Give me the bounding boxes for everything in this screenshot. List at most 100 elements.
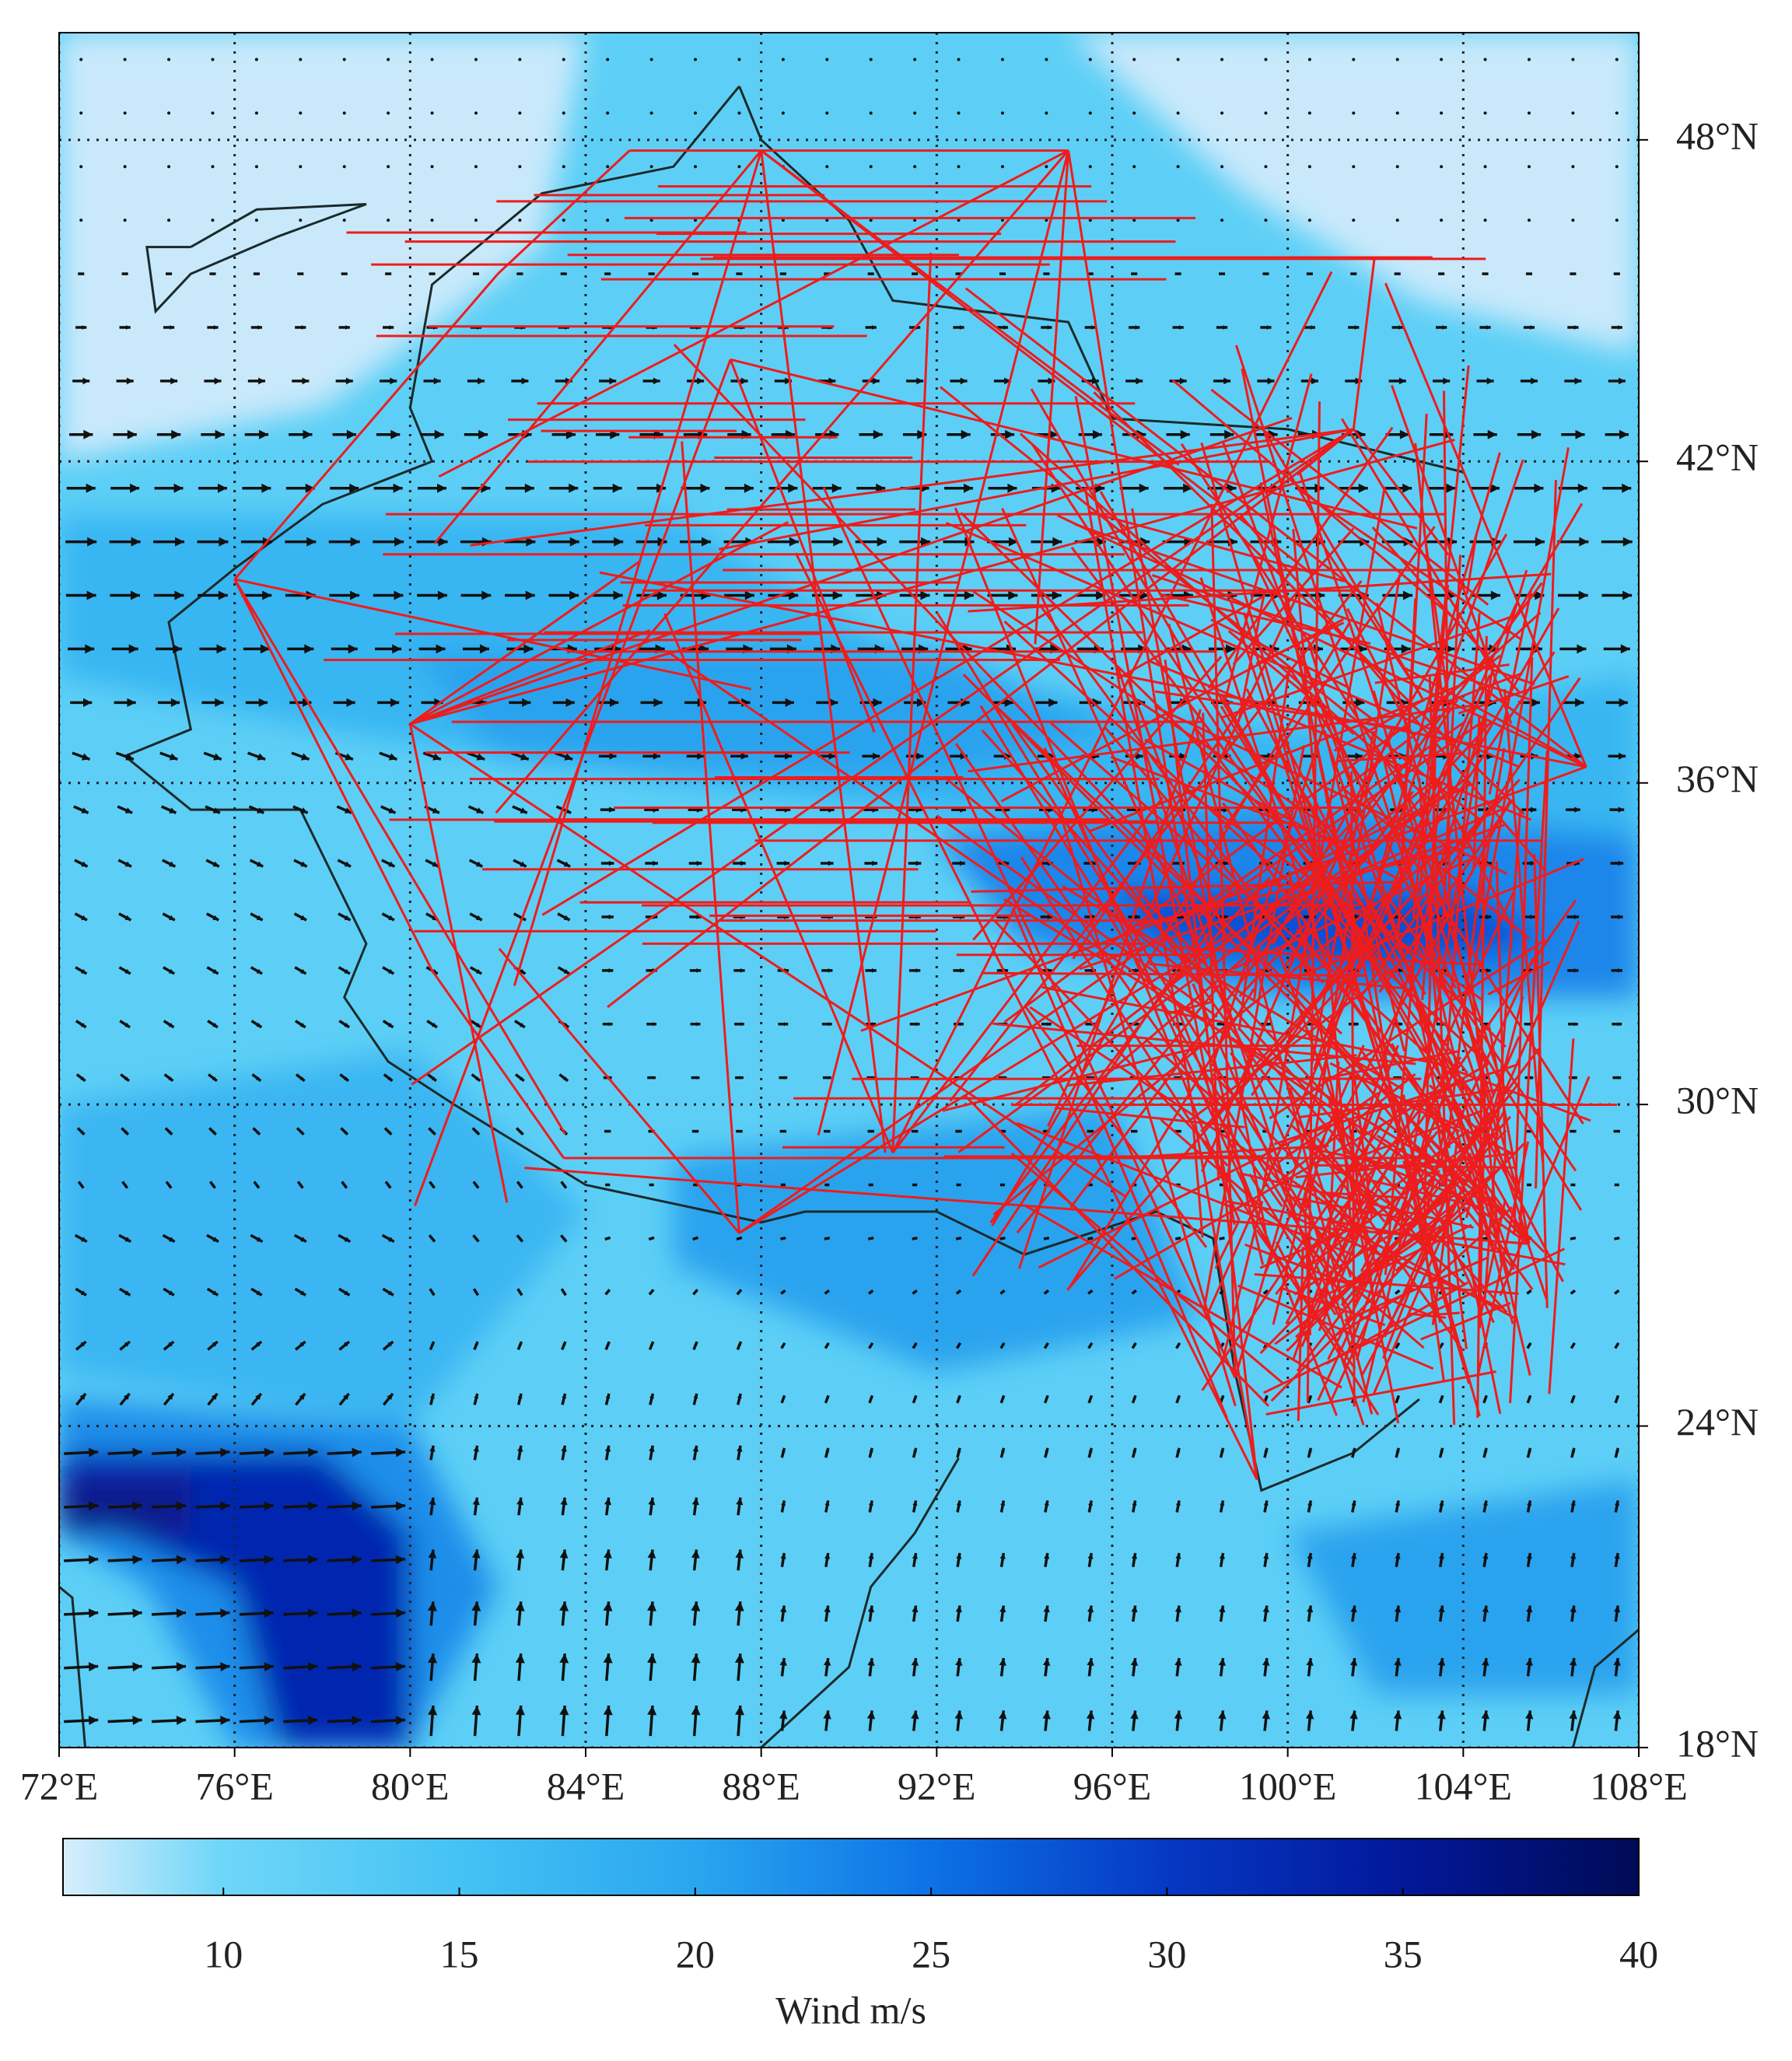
wind-arrow-head — [264, 1716, 274, 1726]
wind-arrow-head — [653, 698, 663, 707]
wind-arrow-head — [559, 1705, 569, 1716]
wind-arrow-head — [652, 1076, 656, 1079]
wind-dot — [649, 111, 653, 115]
wind-arrow-head — [696, 914, 702, 920]
wind-arrow-head — [828, 860, 834, 866]
wind-arrow-head — [652, 1022, 657, 1027]
wind-arrow-head — [565, 429, 576, 439]
trajectory — [738, 929, 1236, 1234]
trajectory — [1356, 1161, 1438, 1263]
wind-arrow-head — [79, 1393, 86, 1401]
wind-arrow-head — [437, 590, 447, 600]
wind-arrow-head — [1135, 968, 1140, 973]
wind-arrow-head — [1615, 1395, 1619, 1399]
trajectory — [1210, 388, 1489, 606]
wind-dot — [1352, 165, 1356, 169]
wind-arrow-head — [1005, 429, 1015, 439]
wind-arrow-head — [915, 968, 921, 973]
wind-arrow-head — [1526, 1605, 1533, 1613]
wind-arrow-head — [176, 1608, 187, 1618]
wind-arrow-head — [1220, 1395, 1224, 1399]
wind-arrow-head — [124, 915, 131, 921]
wind-arrow-head — [343, 1184, 347, 1188]
wind-arrow-head — [1307, 1605, 1314, 1613]
wind-arrow-head — [344, 1290, 350, 1296]
wind-arrow-head — [958, 1290, 961, 1293]
wind-dot — [694, 111, 698, 115]
wind-arrow-head — [1612, 1710, 1622, 1720]
wind-arrow-head — [471, 1549, 481, 1559]
wind-arrow-head — [1443, 377, 1451, 385]
wind-arrow-head — [1048, 377, 1055, 385]
wind-arrow-head — [80, 1184, 84, 1188]
trajectory — [1165, 1001, 1212, 1016]
wind-arrow-head — [1266, 1022, 1271, 1027]
trajectory — [1416, 1170, 1479, 1301]
wind-dot — [1220, 165, 1224, 169]
wind-arrow-head — [217, 483, 227, 493]
wind-arrow-head — [1482, 1605, 1489, 1613]
wind-arrow-head — [1619, 698, 1628, 707]
wind-arrow-head — [610, 698, 619, 707]
wind-arrow-head — [734, 1601, 744, 1611]
wind-arrow-head — [1044, 1500, 1049, 1506]
wind-arrow-head — [344, 807, 352, 814]
wind-arrow-head — [1223, 325, 1228, 330]
wind-dot — [1000, 58, 1004, 61]
wind-dot — [781, 111, 785, 115]
wind-arrow-head — [345, 325, 350, 330]
wind-arrow-head — [785, 752, 793, 760]
x-tick-label: 96°E — [1073, 1764, 1152, 1807]
wind-arrow-head — [220, 1555, 230, 1565]
wind-arrow-head — [132, 1662, 142, 1672]
wind-arrow-head — [344, 1237, 351, 1242]
wind-arrow-head — [828, 377, 836, 385]
wind-dot — [1483, 165, 1487, 169]
shade-region — [1287, 1479, 1639, 1695]
wind-arrow-head — [260, 644, 270, 654]
trajectory — [1210, 503, 1237, 1378]
wind-dot — [211, 219, 215, 222]
wind-arrow-head — [213, 272, 216, 275]
trajectory — [1432, 1311, 1460, 1317]
wind-arrow-head — [1179, 752, 1187, 760]
wind-arrow-head — [168, 968, 175, 974]
wind-arrow-head — [1573, 1129, 1577, 1133]
wind-arrow-head — [176, 1555, 187, 1565]
wind-arrow-head — [394, 590, 404, 600]
trajectory — [1419, 1124, 1447, 1241]
wind-arrow-head — [1486, 325, 1491, 330]
wind-arrow-head — [1528, 1290, 1531, 1293]
wind-arrow-head — [828, 1076, 831, 1079]
wind-arrow-head — [1092, 429, 1102, 439]
trajectory — [1352, 258, 1376, 430]
wind-dot — [1176, 58, 1180, 61]
wind-arrow-head — [914, 1290, 917, 1293]
trajectory — [513, 150, 763, 986]
wind-arrow-head — [352, 1608, 362, 1618]
wind-arrow-head — [911, 1657, 919, 1666]
wind-arrow-head — [915, 1237, 918, 1240]
wind-arrow-head — [1395, 1447, 1400, 1453]
x-tick-label: 84°E — [547, 1764, 625, 1807]
wind-arrow-head — [1307, 1447, 1312, 1453]
wind-arrow-head — [735, 1549, 744, 1559]
wind-arrow-head — [823, 1710, 831, 1720]
trajectory — [1229, 600, 1430, 1200]
shade-region — [1068, 33, 1639, 355]
wind-arrow-head — [697, 377, 705, 385]
wind-arrow-head — [343, 1342, 349, 1347]
wind-arrow-head — [262, 590, 272, 600]
wind-arrow-head — [256, 1342, 262, 1347]
wind-arrow-head — [651, 1237, 655, 1240]
wind-arrow-head — [958, 1237, 961, 1240]
wind-dot — [1527, 165, 1531, 169]
trajectory — [1483, 808, 1522, 1300]
trajectory — [1289, 1087, 1353, 1278]
wind-arrow-head — [1132, 1447, 1136, 1453]
wind-dot — [1615, 165, 1619, 169]
wind-arrow-head — [430, 1342, 435, 1346]
colorbar-label: Wind m/s — [775, 1988, 926, 2031]
wind-arrow-head — [783, 1184, 786, 1186]
wind-arrow-head — [1089, 1395, 1093, 1399]
